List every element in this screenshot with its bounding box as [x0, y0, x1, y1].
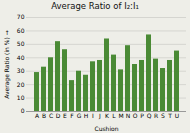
svg-text:0: 0	[21, 107, 25, 114]
svg-text:R: R	[154, 112, 158, 119]
svg-text:A: A	[35, 112, 40, 119]
svg-text:O: O	[133, 112, 138, 119]
svg-text:30: 30	[17, 67, 25, 74]
svg-text:60: 60	[17, 27, 25, 34]
svg-text:40: 40	[17, 54, 25, 61]
svg-text:Cushion: Cushion	[94, 125, 118, 132]
svg-text:K: K	[105, 112, 110, 119]
svg-text:N: N	[126, 112, 131, 119]
svg-text:Q: Q	[147, 112, 152, 119]
svg-text:U: U	[175, 112, 179, 119]
svg-text:J: J	[98, 112, 101, 120]
svg-text:D: D	[56, 112, 61, 119]
svg-text:L: L	[112, 112, 116, 119]
svg-text:I: I	[92, 112, 94, 119]
svg-text:C: C	[49, 112, 53, 119]
svg-text:10: 10	[17, 94, 25, 101]
svg-text:Average Ratio (in %) →: Average Ratio (in %) →	[3, 30, 11, 99]
svg-text:H: H	[84, 112, 89, 119]
svg-text:M: M	[118, 112, 123, 119]
svg-text:F: F	[70, 112, 74, 119]
svg-text:20: 20	[17, 81, 25, 88]
svg-text:T: T	[167, 112, 172, 119]
svg-text:S: S	[161, 112, 165, 119]
svg-text:70: 70	[17, 13, 25, 20]
html-text:Average Ratio of I₂:I₁: Average Ratio of I₂:I₁	[51, 1, 139, 11]
svg-text:50: 50	[17, 40, 25, 47]
svg-text:P: P	[140, 112, 144, 119]
svg-text:B: B	[42, 112, 46, 119]
svg-text:G: G	[77, 112, 82, 119]
svg-text:E: E	[63, 112, 67, 119]
